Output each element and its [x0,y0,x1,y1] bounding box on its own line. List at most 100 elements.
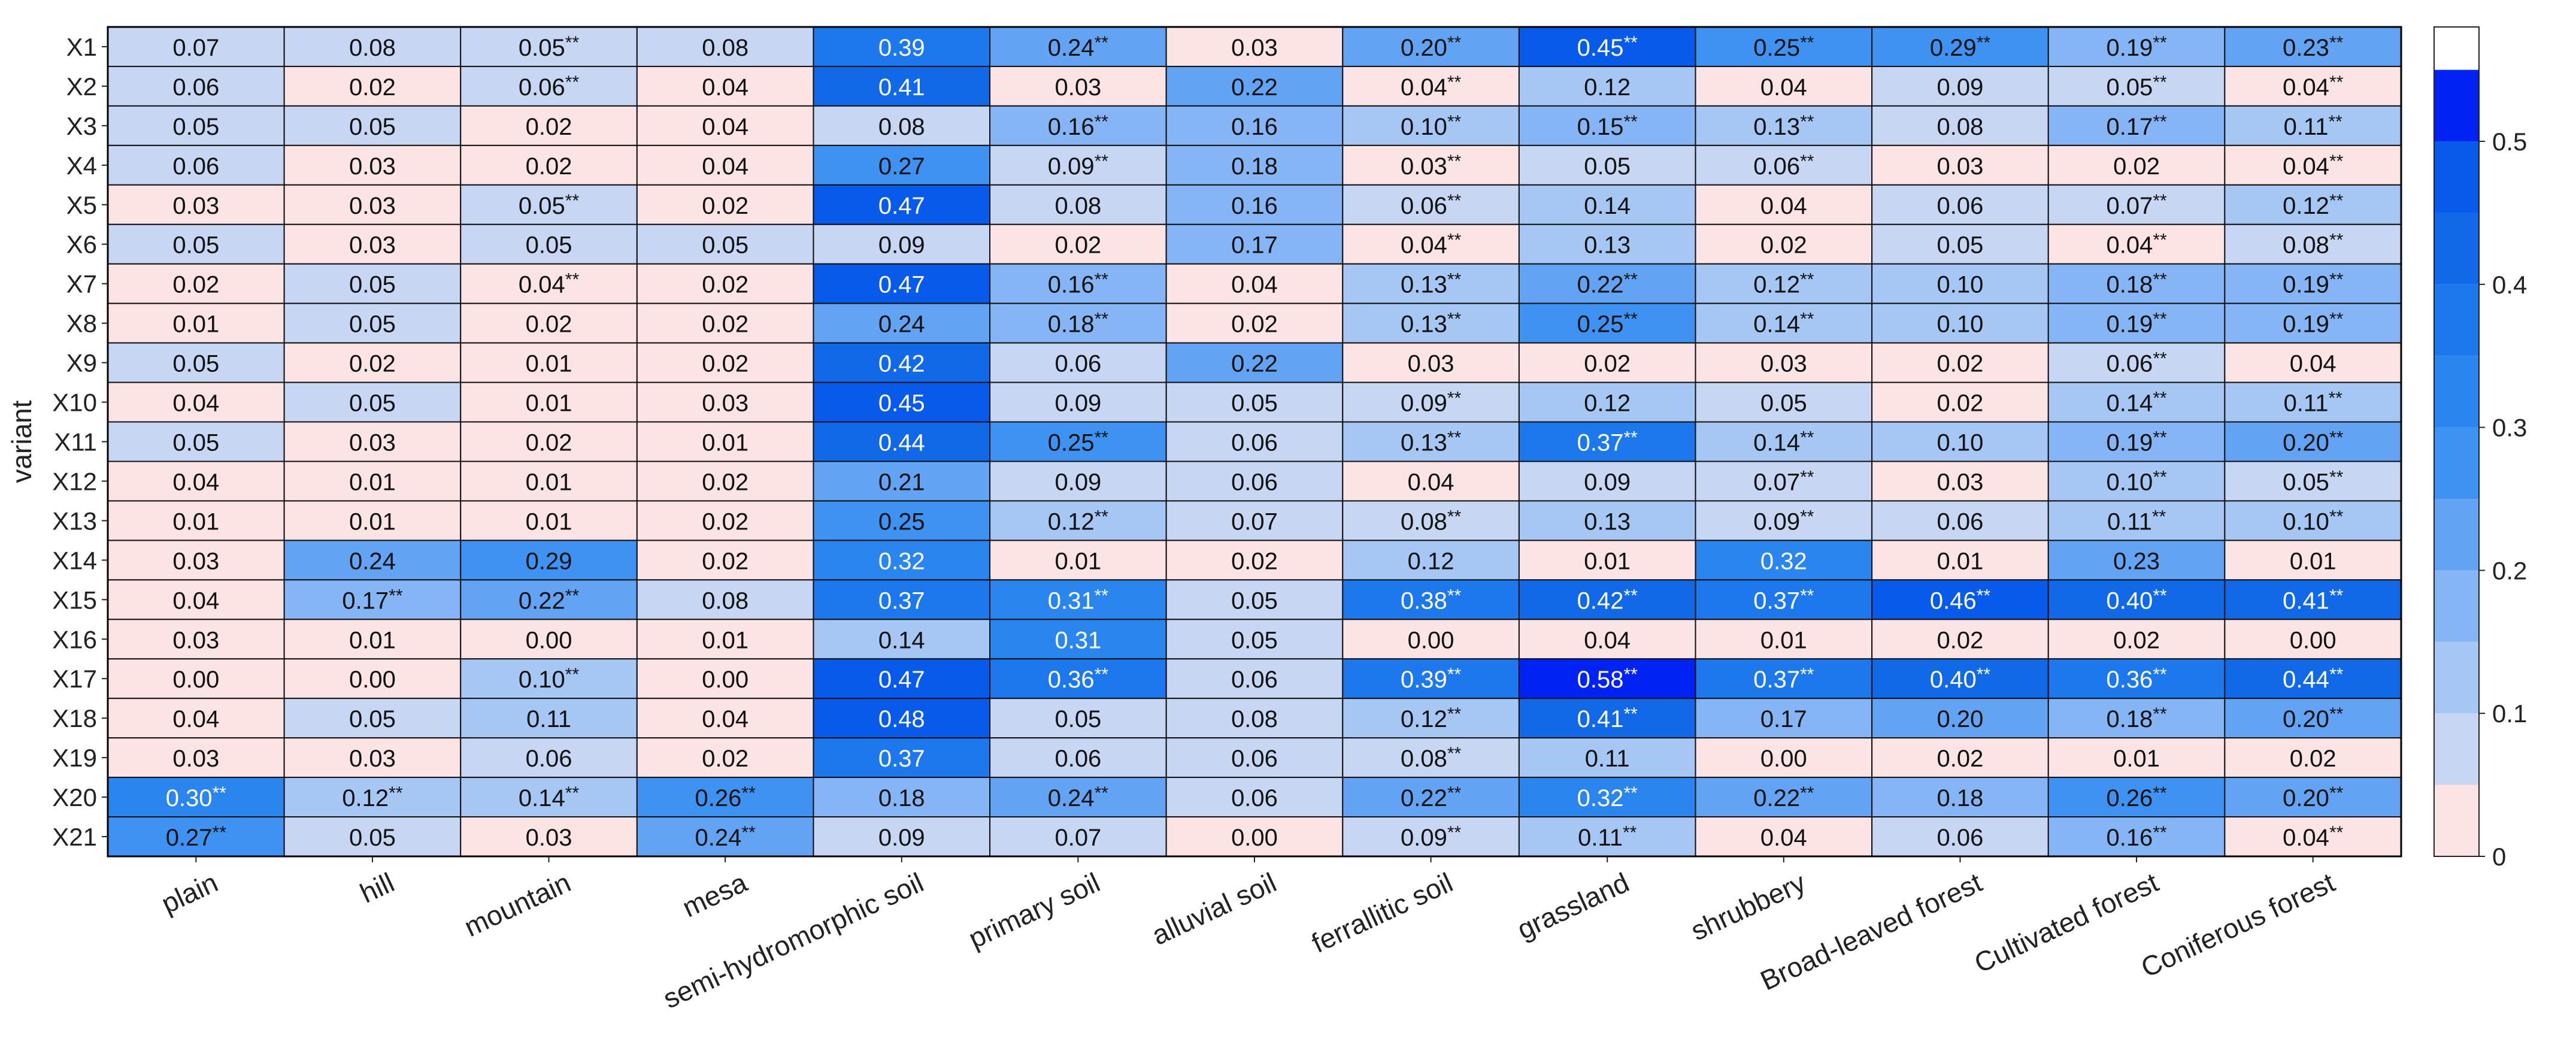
cell-value-label: 0.03 [1054,74,1101,101]
colorbar-frame [2433,26,2480,857]
cell-value-label: 0.04 [172,706,219,732]
cell-value-label: 0.06 [1054,746,1101,772]
cell-value-label: 0.01 [526,390,572,417]
heatmap-cell [2224,540,2402,581]
heatmap-cell [636,421,814,462]
heatmap-cell [1518,658,1696,699]
heatmap-cell [460,777,638,818]
heatmap-cell [989,342,1167,383]
heatmap-cell [1165,184,1344,225]
cell-value-label: 0.18 [1937,785,1984,811]
cell-value-label: 0.12** [2283,191,2344,219]
cell-value-label: 0.27** [166,823,227,851]
heatmap-cell [1342,223,1520,265]
cell-value-label: 0.01 [526,469,572,495]
heatmap-cell [460,105,638,146]
heatmap-cell [636,540,814,581]
cell-value-label: 0.05 [172,114,219,140]
cell-value-label: 0.05 [172,430,219,456]
cell-value-label: 0.01 [349,627,396,653]
cell-value-label: 0.00 [702,667,748,693]
cell-value-label: 0.14** [2106,389,2167,417]
heatmap-cell [1695,26,1873,67]
cell-value-label: 0.04 [2290,351,2336,377]
cell-value-label: 0.02 [349,74,396,101]
row-tick-label: X14 [52,546,97,574]
heatmap-cell [1165,579,1344,620]
heatmap-cell [107,26,285,67]
heatmap-cell [989,302,1167,344]
cell-value-label: 0.06 [1937,825,1984,851]
cell-value-label: 0.24** [1048,783,1109,811]
cell-value-label: 0.06 [1937,193,1984,219]
row-tick-label: X10 [52,389,97,417]
column-tick-label: ferrallitic soil [1307,867,1457,959]
heatmap-cell [1871,302,2049,344]
heatmap-cell [1695,500,1873,541]
heatmap-cell [1871,223,2049,265]
cell-value-label: 0.14 [878,627,925,653]
heatmap-cell [107,816,285,857]
cell-value-label: 0.02 [1584,351,1631,377]
cell-value-label: 0.06 [172,153,219,180]
heatmap-cell [1518,698,1696,739]
heatmap-cell [107,381,285,423]
cell-value-label: 0.09 [878,825,925,851]
cell-value-label: 0.04 [702,74,748,101]
cell-value-label: 0.23 [2113,548,2160,574]
heatmap-cell [2047,619,2226,660]
cell-value-label: 0.16 [1231,193,1278,219]
cell-value-label: 0.03 [349,746,396,772]
cell-value-label: 0.17 [1760,706,1807,732]
heatmap-cell [283,619,462,660]
heatmap-cell [107,619,285,660]
heatmap-cell [1518,263,1696,304]
heatmap-cell [2224,658,2402,699]
colorbar-segment [2434,69,2479,142]
colorbar-segment [2434,427,2479,499]
cell-value-label: 0.47 [878,272,925,298]
cell-value-label: 0.02 [349,351,396,377]
heatmap-cell [2047,777,2226,818]
cell-value-label: 0.47 [878,667,925,693]
heatmap-cell [283,461,462,502]
cell-value-label: 0.03 [526,825,572,851]
heatmap-cell [2224,105,2402,146]
heatmap-cell [1518,540,1696,581]
cell-value-label: 0.14 [1584,193,1631,219]
heatmap-cell [1165,65,1344,107]
heatmap-cell [636,302,814,344]
heatmap-cell [2047,381,2226,423]
heatmap-cell [460,658,638,699]
cell-value-label: 0.08 [349,35,396,61]
colorbar-tick-label: 0.4 [2492,271,2527,299]
cell-value-label: 0.10 [1937,311,1984,338]
heatmap-cell [636,777,814,818]
heatmap-cell [1871,737,2049,779]
cell-value-label: 0.02 [1937,627,1984,653]
cell-value-label: 0.00 [526,627,572,653]
cell-value-label: 0.04 [172,390,219,417]
colorbar-segment [2434,785,2479,856]
cell-value-label: 0.09** [1753,507,1814,535]
heatmap-cell [2224,619,2402,660]
cell-value-label: 0.45 [878,390,925,417]
cell-value-label: 0.05 [172,351,219,377]
cell-value-label: 0.01 [172,508,219,535]
cell-value-label: 0.02 [1760,232,1807,259]
cell-value-label: 0.18** [2106,704,2167,732]
cell-value-label: 0.02 [702,193,748,219]
heatmap-cell [1695,65,1873,107]
cell-value-label: 0.39** [1401,665,1462,693]
cell-value-label: 0.17** [2106,112,2167,140]
heatmap-cell [989,65,1167,107]
cell-value-label: 0.01 [1584,548,1631,574]
heatmap-cell [1165,223,1344,265]
cell-value-label: 0.08 [702,587,748,614]
heatmap-cell [107,342,285,383]
cell-value-label: 0.22 [1231,74,1278,101]
heatmap-cell [813,737,991,779]
heatmap-cell [1518,184,1696,225]
heatmap-cell [989,816,1167,857]
heatmap-cell [107,579,285,620]
